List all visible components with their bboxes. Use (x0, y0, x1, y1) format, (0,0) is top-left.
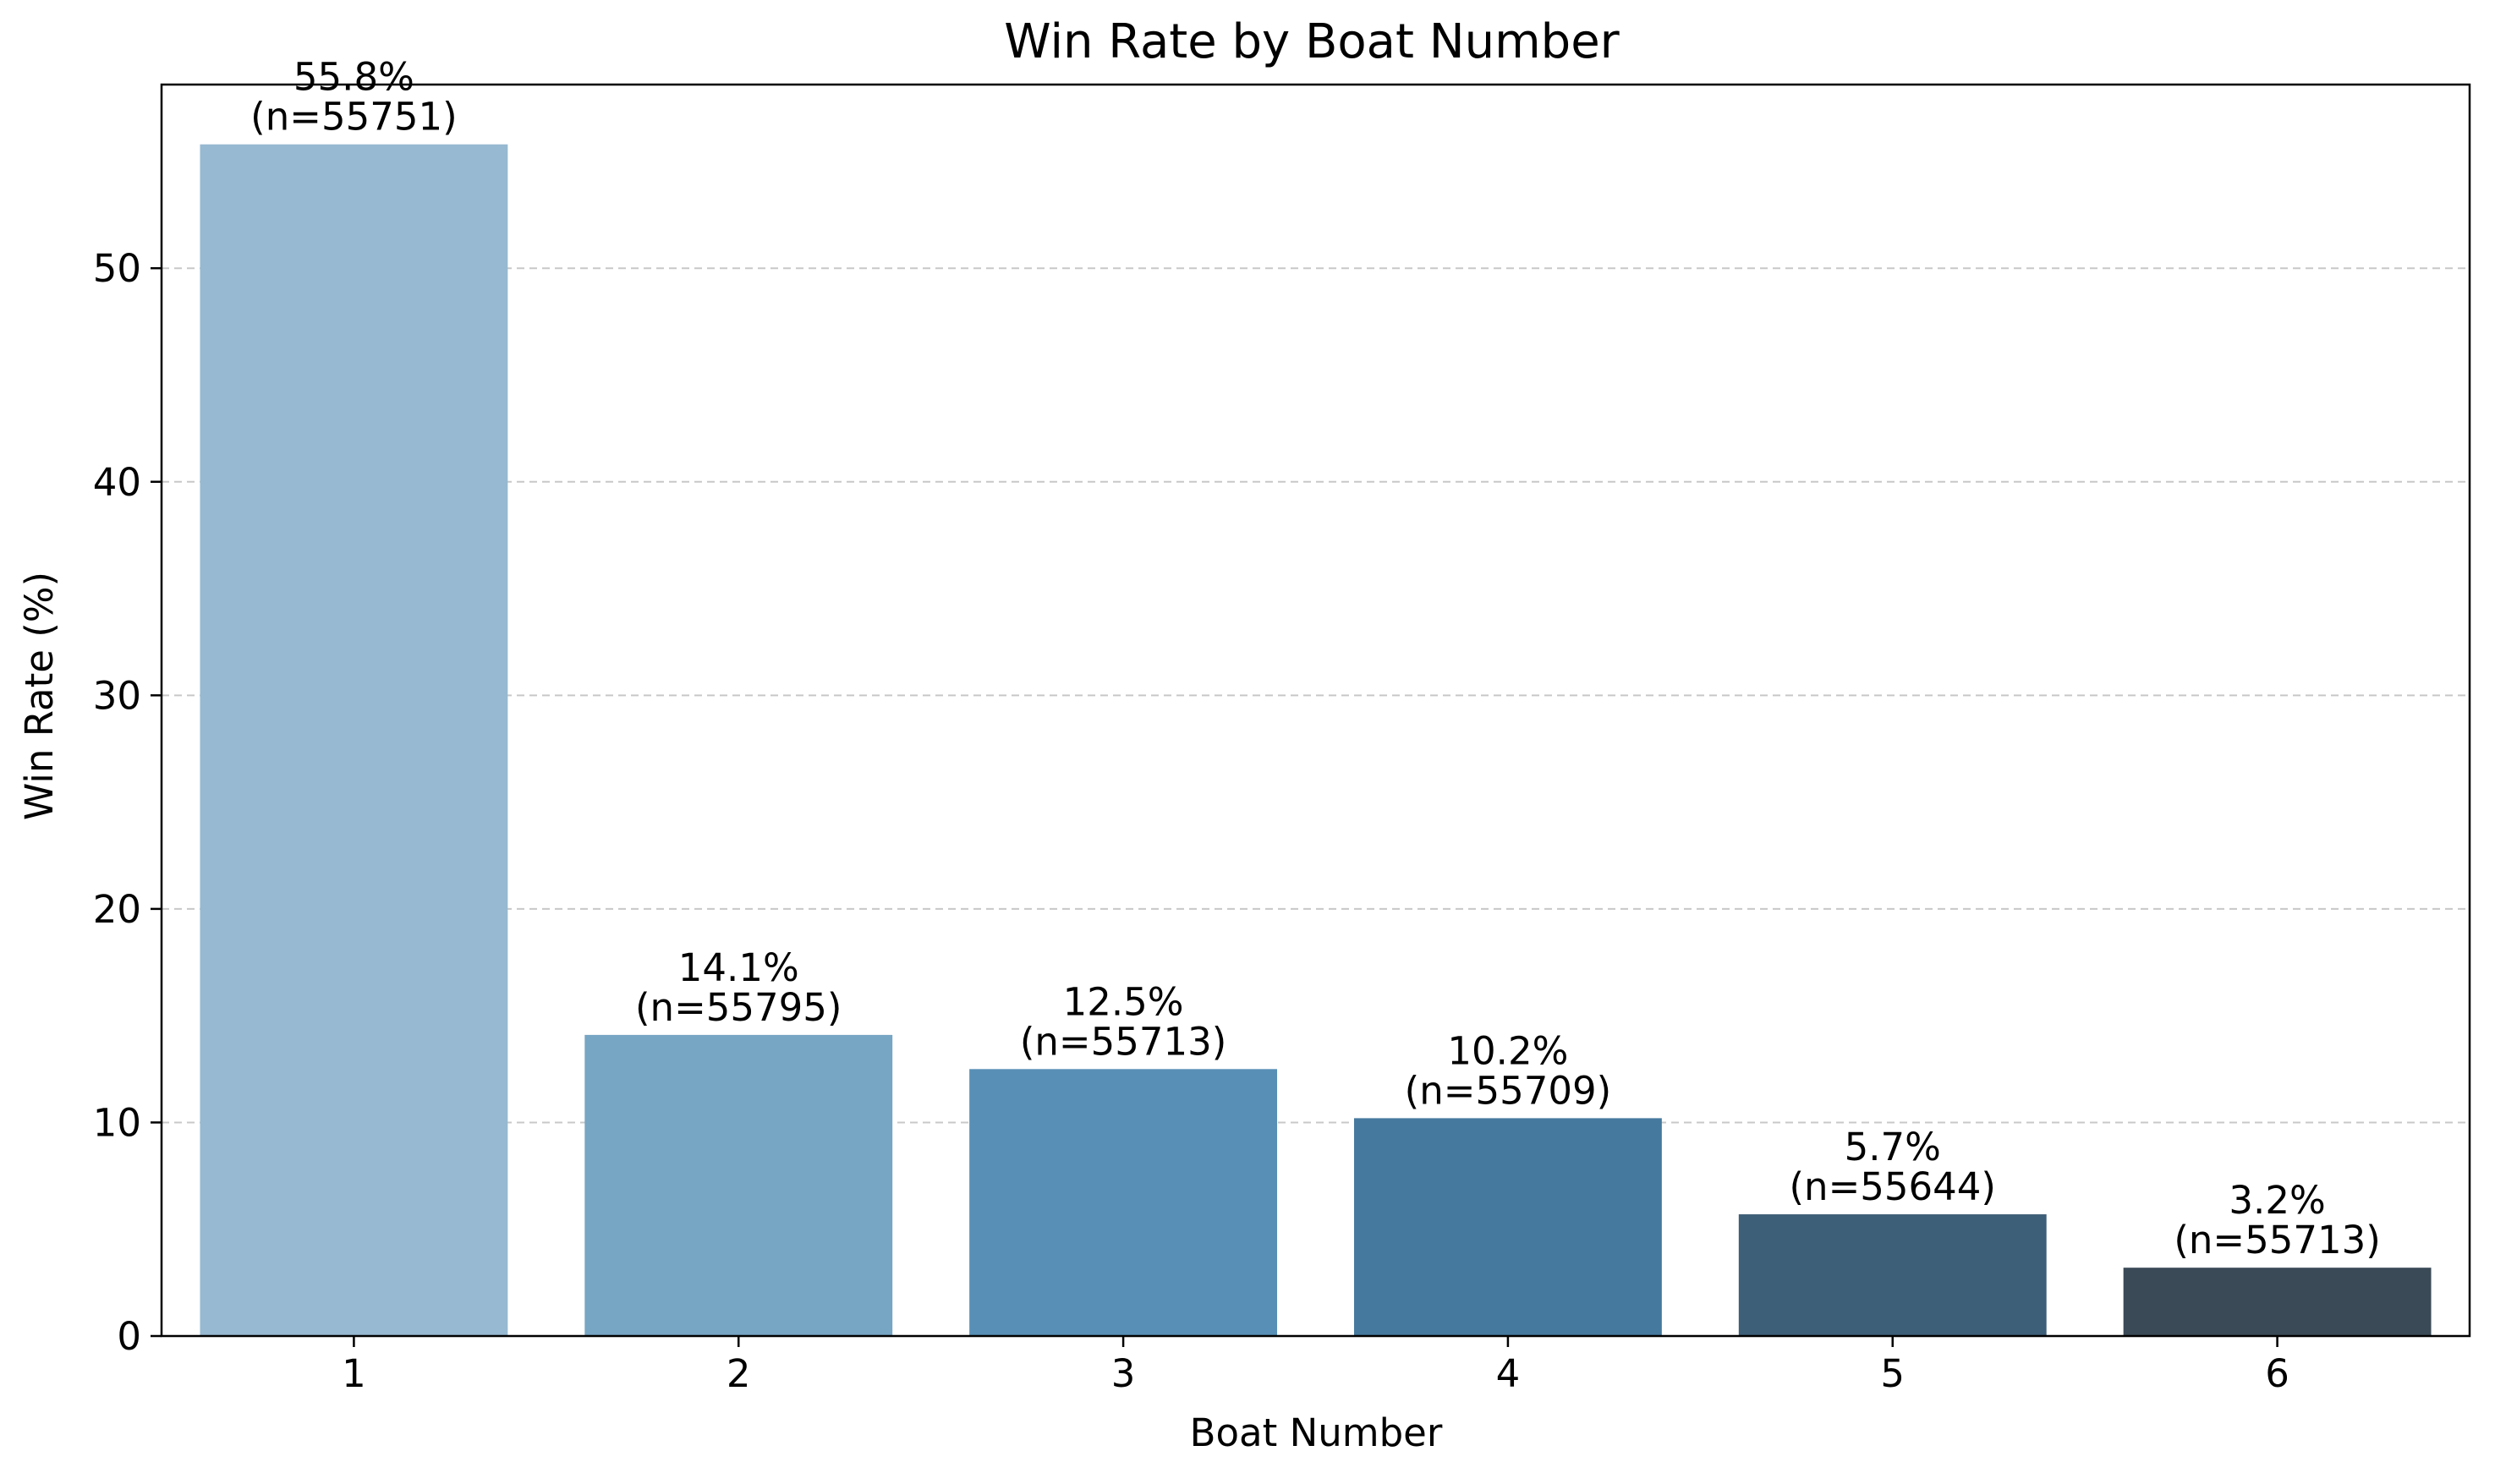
x-tick-label: 6 (2265, 1351, 2289, 1396)
y-axis-title: Win Rate (%) (17, 572, 62, 820)
bar-boat-5 (1738, 1214, 2047, 1336)
bar-sample-label: (n=55795) (635, 985, 842, 1030)
bar-layer (200, 144, 2432, 1337)
y-tick-label: 50 (93, 246, 141, 291)
bar-sample-label: (n=55751) (250, 95, 458, 140)
bar-value-label: 12.5% (1063, 979, 1184, 1024)
x-tick-label: 3 (1111, 1351, 1136, 1396)
bar-value-label: 5.7% (1845, 1125, 1941, 1169)
y-tick-label: 30 (93, 673, 141, 718)
bar-value-label: 10.2% (1447, 1028, 1568, 1073)
x-axis-title: Boat Number (1190, 1410, 1443, 1455)
bar-sample-label: (n=55713) (1020, 1019, 1227, 1064)
y-tick-label: 40 (93, 460, 141, 505)
bar-boat-4 (1353, 1118, 1662, 1336)
x-tick-label: 2 (727, 1351, 751, 1396)
bar-boat-6 (2123, 1268, 2432, 1336)
plot-frame (160, 83, 2471, 1338)
bar-sample-label: (n=55713) (2174, 1218, 2381, 1262)
x-tick-label: 5 (1880, 1351, 1905, 1396)
data-label-layer: 55.8%(n=55751)14.1%(n=55795) 12.5%(n=5571… (250, 55, 2381, 1262)
y-tick-label: 20 (93, 887, 141, 932)
bar-value-label: 14.1% (678, 945, 799, 990)
axis-layer: 0 10 20 30 40 50 1 2 3 4 5 6 (93, 246, 2289, 1396)
bar-value-label: 3.2% (2229, 1178, 2325, 1223)
x-tick-label: 1 (342, 1351, 366, 1396)
bar-boat-3 (969, 1069, 1278, 1336)
bar-sample-label: (n=55644) (1790, 1164, 1997, 1209)
grid-layer (162, 267, 2470, 1124)
y-tick-label: 10 (93, 1100, 141, 1145)
bar-boat-1 (200, 144, 508, 1337)
bar-sample-label: (n=55709) (1405, 1068, 1612, 1113)
chart-title: Win Rate by Boat Number (1004, 14, 1620, 69)
bar-value-label: 55.8% (293, 55, 414, 100)
x-tick-label: 4 (1496, 1351, 1521, 1396)
y-tick-label: 0 (117, 1314, 141, 1359)
bar-boat-2 (584, 1034, 893, 1336)
